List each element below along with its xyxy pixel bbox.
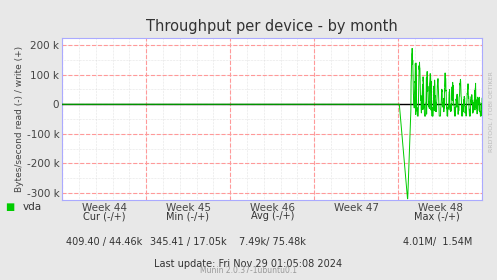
Y-axis label: Bytes/second read (-) / write (+): Bytes/second read (-) / write (+) (15, 46, 24, 192)
Text: Munin 2.0.37-1ubuntu0.1: Munin 2.0.37-1ubuntu0.1 (200, 266, 297, 275)
Text: 345.41 / 17.05k: 345.41 / 17.05k (150, 237, 226, 247)
Text: vda: vda (22, 202, 41, 212)
Text: Max (-/+): Max (-/+) (414, 211, 460, 221)
Text: 409.40 / 44.46k: 409.40 / 44.46k (66, 237, 143, 247)
Text: ■: ■ (5, 202, 14, 212)
Title: Throughput per device - by month: Throughput per device - by month (146, 19, 398, 34)
Text: Cur (-/+): Cur (-/+) (83, 211, 126, 221)
Text: 7.49k/ 75.48k: 7.49k/ 75.48k (239, 237, 306, 247)
Text: Avg (-/+): Avg (-/+) (250, 211, 294, 221)
Text: 4.01M/  1.54M: 4.01M/ 1.54M (403, 237, 472, 247)
Text: Min (-/+): Min (-/+) (166, 211, 209, 221)
Text: Last update: Fri Nov 29 01:05:08 2024: Last update: Fri Nov 29 01:05:08 2024 (155, 259, 342, 269)
Text: RRDTOOL / TOBI OETIKER: RRDTOOL / TOBI OETIKER (489, 72, 494, 152)
